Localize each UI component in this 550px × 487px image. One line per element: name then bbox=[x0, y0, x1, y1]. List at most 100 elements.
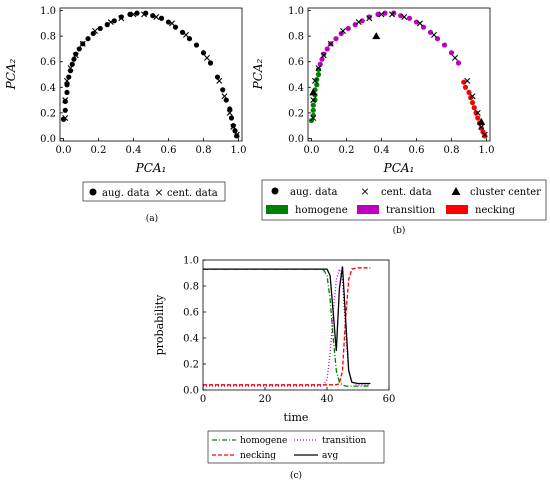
y-tick-label: 0.4 bbox=[288, 83, 304, 94]
y-tick-label: 0.2 bbox=[40, 108, 56, 119]
legend-label: transition bbox=[322, 436, 366, 446]
point-cent-data bbox=[378, 11, 385, 18]
x-tick-label: 20 bbox=[259, 394, 272, 405]
point-transition bbox=[321, 51, 327, 57]
y-tick-label: 1.0 bbox=[183, 256, 199, 267]
point-cluster-center bbox=[477, 117, 486, 125]
legend-patch-homogene bbox=[266, 205, 288, 214]
point-aug-data bbox=[230, 123, 236, 129]
point-cent-data bbox=[469, 93, 476, 100]
point-transition bbox=[441, 42, 448, 48]
point-cent-data bbox=[315, 65, 322, 72]
point-homogene bbox=[315, 71, 322, 78]
point-transition bbox=[324, 46, 330, 52]
point-cent-data bbox=[431, 31, 437, 38]
x-tick-label: 1.0 bbox=[231, 145, 247, 156]
point-transition bbox=[448, 50, 455, 56]
point-cent-data bbox=[389, 11, 395, 18]
point-cent-data bbox=[216, 77, 223, 84]
point-homogene bbox=[308, 117, 315, 124]
point-aug-data bbox=[104, 22, 110, 28]
point-aug-data bbox=[227, 106, 233, 112]
point-transition bbox=[375, 11, 381, 17]
point-cent-data bbox=[62, 114, 69, 121]
legend-marker-triangle bbox=[451, 187, 461, 195]
point-aug-data bbox=[66, 74, 72, 80]
x-tick-label: 0.8 bbox=[444, 145, 460, 156]
y-tick-label: 0.4 bbox=[183, 334, 199, 345]
legend-label: cent. data bbox=[167, 188, 218, 199]
point-aug-data bbox=[234, 133, 240, 139]
point-necking bbox=[462, 84, 469, 90]
point-cent-data bbox=[417, 20, 423, 27]
x-tick-label: 0.0 bbox=[56, 145, 72, 156]
point-cent-data bbox=[141, 11, 147, 18]
point-cent-data bbox=[233, 131, 240, 138]
x-tick-label: 0.4 bbox=[126, 145, 142, 156]
legend-label: cluster center bbox=[470, 187, 541, 198]
y-tick-label: 1.0 bbox=[288, 6, 304, 17]
panel-b-xlabel: PCA₁ bbox=[383, 161, 415, 175]
point-necking bbox=[473, 110, 479, 116]
panel-a-legend: aug. data × cent. data bbox=[82, 181, 226, 202]
point-aug-data bbox=[64, 89, 70, 96]
point-homogene bbox=[310, 107, 316, 113]
point-aug-data bbox=[179, 29, 186, 35]
point-homogene bbox=[315, 66, 322, 72]
point-transition bbox=[366, 14, 372, 20]
point-transition bbox=[352, 22, 358, 28]
point-aug-data bbox=[62, 107, 68, 113]
point-cent-data bbox=[327, 40, 334, 47]
point-cent-data bbox=[310, 97, 317, 104]
panel-b-ylabel: PCA₂ bbox=[251, 58, 265, 90]
point-aug-data bbox=[207, 60, 214, 66]
point-cent-data bbox=[204, 54, 210, 61]
x-tick-label: 0 bbox=[200, 394, 206, 405]
point-cent-data bbox=[310, 114, 317, 121]
point-homogene bbox=[312, 97, 318, 103]
panel-b-caption: (b) bbox=[393, 225, 406, 236]
series-line-homogene bbox=[203, 268, 371, 387]
x-tick-label: 1.0 bbox=[479, 145, 495, 156]
point-necking bbox=[469, 100, 476, 106]
point-aug-data bbox=[85, 36, 91, 42]
point-cent-data bbox=[92, 28, 98, 35]
point-cent-data bbox=[401, 13, 408, 20]
point-necking bbox=[482, 133, 488, 139]
point-cent-data bbox=[67, 65, 74, 72]
point-transition bbox=[427, 29, 434, 35]
y-tick-label: 0.0 bbox=[183, 386, 199, 397]
y-tick-label: 0.6 bbox=[288, 57, 304, 68]
point-homogene bbox=[310, 102, 316, 108]
point-cent-data bbox=[153, 13, 160, 20]
point-cluster-center bbox=[372, 32, 381, 40]
panel-c-chart: 0 20 40 60 0.0 0.2 0.4 0.6 0.8 1.0 time probabili… bbox=[153, 256, 395, 425]
x-tick-label: 0.6 bbox=[161, 145, 177, 156]
y-tick-label: 0.4 bbox=[40, 83, 56, 94]
series-line-transition bbox=[203, 266, 371, 387]
y-tick-label: 0.2 bbox=[288, 108, 304, 119]
point-aug-data bbox=[118, 14, 124, 20]
point-cent-data bbox=[320, 52, 327, 59]
panel-c-ylabel: probability bbox=[153, 294, 166, 356]
x-tick-label: 0.8 bbox=[196, 145, 212, 156]
panel-c-legend: homogene transition necking avg bbox=[207, 430, 385, 464]
legend-label: aug. data bbox=[102, 188, 150, 199]
point-transition bbox=[333, 36, 339, 42]
point-cent-data bbox=[474, 109, 481, 116]
point-aug-data bbox=[73, 51, 79, 57]
panel-a-chart: 0.0 0.2 0.4 0.6 0.8 1.0 0.0 0.2 0.4 0.6 0.8 1.0 PCA… bbox=[4, 6, 246, 175]
legend-marker-circle bbox=[89, 188, 97, 196]
legend-label: transition bbox=[386, 205, 436, 216]
point-aug-data bbox=[62, 98, 68, 104]
point-aug-data bbox=[223, 97, 229, 103]
series-line-necking bbox=[203, 267, 371, 386]
point-cent-data bbox=[481, 131, 488, 138]
point-aug-data bbox=[200, 50, 207, 56]
point-aug-data bbox=[228, 115, 235, 121]
legend-box bbox=[82, 181, 226, 202]
legend-label: homogene bbox=[295, 205, 348, 216]
point-aug-data bbox=[232, 128, 238, 134]
point-transition bbox=[319, 56, 325, 62]
point-aug-data bbox=[97, 25, 103, 32]
